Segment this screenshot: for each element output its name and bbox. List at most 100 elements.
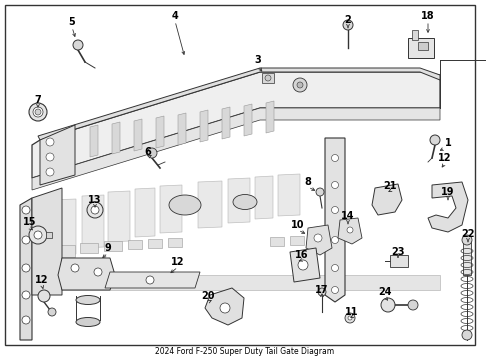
- Bar: [290, 236, 304, 245]
- Bar: [463, 240, 471, 275]
- Circle shape: [87, 202, 103, 218]
- Polygon shape: [105, 272, 200, 288]
- Circle shape: [48, 308, 56, 316]
- Text: 12: 12: [35, 275, 49, 285]
- Polygon shape: [32, 275, 440, 290]
- Ellipse shape: [169, 195, 201, 215]
- Circle shape: [265, 75, 271, 81]
- Circle shape: [46, 153, 54, 161]
- Polygon shape: [90, 125, 98, 157]
- Text: 13: 13: [88, 195, 102, 205]
- Text: 2: 2: [344, 15, 351, 25]
- Text: 6: 6: [145, 147, 151, 157]
- Circle shape: [29, 226, 47, 244]
- Bar: [80, 243, 98, 253]
- Polygon shape: [134, 119, 142, 151]
- Text: 11: 11: [345, 307, 359, 317]
- Circle shape: [347, 227, 353, 233]
- Bar: [408, 38, 434, 58]
- Circle shape: [314, 234, 322, 242]
- Polygon shape: [244, 104, 252, 136]
- Circle shape: [332, 181, 339, 189]
- Polygon shape: [50, 199, 76, 255]
- Text: 17: 17: [315, 285, 329, 295]
- Polygon shape: [135, 188, 155, 237]
- Polygon shape: [108, 191, 130, 242]
- Polygon shape: [222, 107, 230, 139]
- Bar: [412, 30, 418, 40]
- Circle shape: [22, 264, 30, 272]
- Text: 1: 1: [444, 138, 451, 148]
- Circle shape: [381, 298, 395, 312]
- Text: 23: 23: [391, 247, 405, 257]
- Polygon shape: [290, 248, 320, 282]
- Polygon shape: [266, 101, 274, 133]
- Circle shape: [343, 20, 353, 30]
- Circle shape: [318, 288, 326, 296]
- Circle shape: [71, 264, 79, 272]
- Circle shape: [345, 313, 355, 323]
- Polygon shape: [32, 188, 62, 295]
- Circle shape: [22, 316, 30, 324]
- Circle shape: [22, 291, 30, 299]
- Circle shape: [408, 300, 418, 310]
- Text: 9: 9: [105, 243, 111, 253]
- Text: 20: 20: [201, 291, 215, 301]
- Ellipse shape: [35, 109, 41, 115]
- Polygon shape: [255, 176, 273, 219]
- Bar: [168, 238, 182, 247]
- Text: 15: 15: [23, 217, 37, 227]
- Bar: [55, 245, 75, 257]
- Circle shape: [297, 82, 303, 88]
- Circle shape: [22, 206, 30, 214]
- Ellipse shape: [233, 194, 257, 210]
- Text: 3: 3: [255, 55, 261, 65]
- Text: 2024 Ford F-250 Super Duty Tail Gate Diagram: 2024 Ford F-250 Super Duty Tail Gate Dia…: [155, 347, 335, 356]
- Text: 16: 16: [295, 250, 309, 260]
- Bar: [46, 232, 52, 238]
- Polygon shape: [58, 258, 115, 290]
- Ellipse shape: [29, 103, 47, 121]
- Circle shape: [316, 188, 324, 196]
- Text: 19: 19: [441, 187, 455, 197]
- Text: 4: 4: [172, 11, 178, 21]
- Polygon shape: [278, 174, 300, 216]
- Polygon shape: [198, 181, 222, 228]
- Polygon shape: [82, 195, 104, 248]
- Polygon shape: [40, 125, 75, 185]
- Circle shape: [46, 138, 54, 146]
- Circle shape: [332, 287, 339, 293]
- Polygon shape: [178, 113, 186, 145]
- Bar: [262, 73, 274, 83]
- Circle shape: [34, 231, 42, 239]
- Circle shape: [94, 268, 102, 276]
- Text: 18: 18: [421, 11, 435, 21]
- Ellipse shape: [76, 318, 100, 327]
- Text: 7: 7: [35, 95, 41, 105]
- Circle shape: [220, 303, 230, 313]
- Ellipse shape: [76, 296, 100, 305]
- Circle shape: [462, 330, 472, 340]
- Polygon shape: [20, 108, 440, 340]
- Polygon shape: [156, 116, 164, 148]
- Polygon shape: [112, 122, 120, 154]
- Circle shape: [73, 40, 83, 50]
- Bar: [104, 241, 122, 251]
- Circle shape: [147, 148, 157, 158]
- Bar: [418, 42, 428, 50]
- Polygon shape: [38, 68, 440, 140]
- Text: 22: 22: [461, 229, 475, 239]
- Polygon shape: [32, 72, 440, 178]
- Polygon shape: [372, 184, 402, 215]
- Circle shape: [22, 236, 30, 244]
- Polygon shape: [325, 138, 345, 302]
- Circle shape: [332, 237, 339, 243]
- Polygon shape: [20, 198, 32, 340]
- Circle shape: [91, 206, 99, 214]
- Text: 12: 12: [438, 153, 452, 163]
- Bar: [390, 255, 408, 267]
- Circle shape: [348, 316, 352, 320]
- Polygon shape: [338, 218, 362, 244]
- Bar: [270, 237, 284, 246]
- Text: 8: 8: [305, 177, 312, 187]
